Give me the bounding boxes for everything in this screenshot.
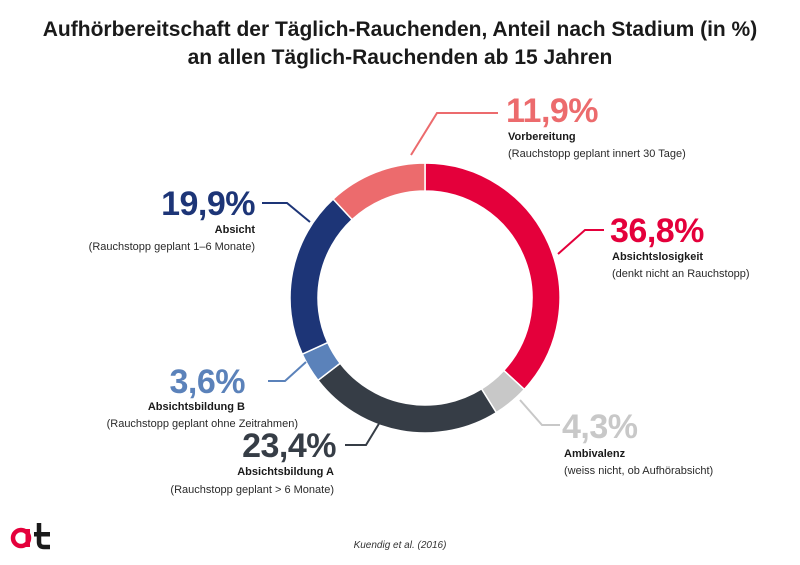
desc-ambivalenz: (weiss nicht, ob Aufhörabsicht) xyxy=(564,465,714,477)
leader-line-absichtsbildung-b xyxy=(268,361,307,382)
label-absichtsbildung-a: Absichtsbildung A xyxy=(237,466,334,478)
chart-title-line2: an allen Täglich-Rauchenden ab 15 Jahren xyxy=(187,46,613,69)
chart-title-line1: Aufhörbereitschaft der Täglich-Rauchende… xyxy=(42,18,758,41)
desc-absicht: (Rauchstopp geplant 1–6 Monate) xyxy=(88,241,255,253)
pct-absichtslosigkeit: 36,8% xyxy=(610,212,704,250)
label-absichtsbildung-b: Absichtsbildung B xyxy=(147,401,245,413)
leader-lines xyxy=(262,112,604,446)
desc-absichtslosigkeit: (denkt nicht an Rauchstopp) xyxy=(612,268,750,280)
leader-line-absichtslosigkeit xyxy=(557,229,604,255)
donut-slices xyxy=(289,162,561,434)
label-absicht: Absicht xyxy=(214,224,255,236)
pct-absichtsbildung-b: 3,6% xyxy=(169,363,246,401)
logo xyxy=(10,518,52,557)
label-absichtslosigkeit: Absichtslosigkeit xyxy=(612,251,704,263)
pct-vorbereitung: 11,9% xyxy=(506,92,599,130)
pct-absichtsbildung-a: 23,4% xyxy=(242,427,336,465)
source-note: Kuendig et al. (2016) xyxy=(353,540,447,551)
leader-line-vorbereitung xyxy=(410,112,498,156)
chart-title: Aufhörbereitschaft der Täglich-Rauchende… xyxy=(0,16,800,72)
pct-ambivalenz: 4,3% xyxy=(562,408,638,446)
leader-line-absicht xyxy=(262,202,311,223)
pct-absicht: 19,9% xyxy=(161,185,255,223)
slice-absicht xyxy=(289,198,354,356)
leader-line-ambivalenz xyxy=(519,399,560,426)
desc-vorbereitung: (Rauchstopp geplant innert 30 Tage) xyxy=(508,148,686,160)
logo-icon xyxy=(10,523,50,550)
desc-absichtsbildung-b: (Rauchstopp geplant ohne Zeitrahmen) xyxy=(106,418,298,430)
label-ambivalenz: Ambivalenz xyxy=(564,448,626,460)
slice-vorbereitung xyxy=(332,162,426,221)
label-vorbereitung: Vorbereitung xyxy=(508,131,576,143)
slice-absichtslosigkeit xyxy=(424,162,561,391)
leader-line-absichtsbildung-a xyxy=(345,421,381,446)
desc-absichtsbildung-a: (Rauchstopp geplant > 6 Monate) xyxy=(170,484,334,496)
slice-absichtsbildung-a xyxy=(316,362,498,434)
